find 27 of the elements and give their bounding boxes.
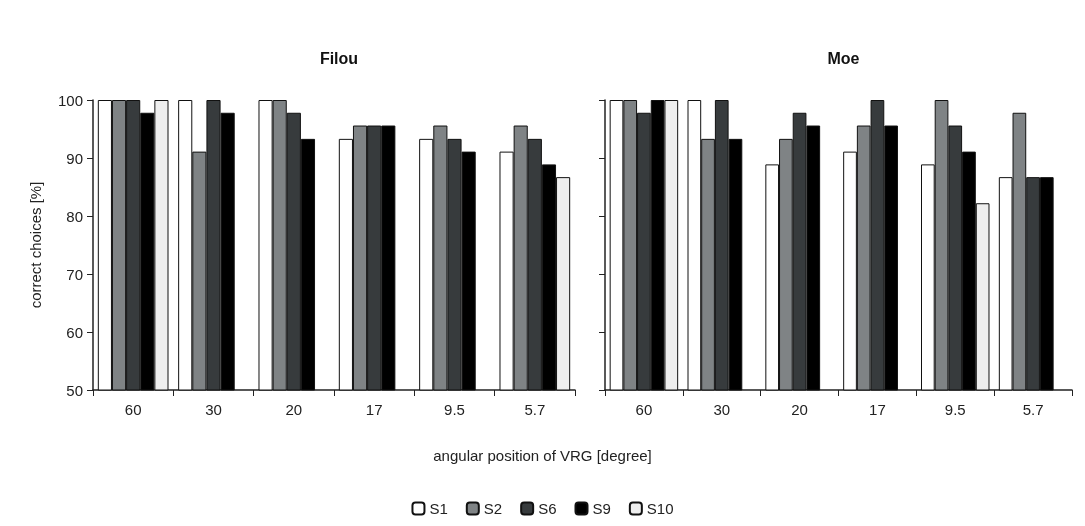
legend-label: S9 — [592, 500, 611, 517]
x-tick-label: 17 — [365, 401, 383, 418]
x-tick-label: 9.5 — [444, 401, 465, 418]
x-tick-label: 30 — [205, 401, 222, 418]
x-tick-label: 5.7 — [1022, 401, 1044, 418]
chart-title: Moe — [827, 49, 860, 67]
x-tick-label: 9.5 — [944, 401, 966, 418]
legend-label: S10 — [646, 500, 674, 517]
x-tick-label: 60 — [635, 401, 653, 418]
y-tick-label: 60 — [66, 323, 83, 341]
x-tick-label: 5.7 — [524, 401, 546, 418]
y-tick-label: 80 — [66, 207, 83, 225]
y-tick-label: 70 — [66, 265, 83, 283]
x-tick-label: 17 — [869, 401, 886, 418]
y-axis-title: correct choices [%] — [27, 181, 44, 309]
x-tick-label: 60 — [124, 401, 142, 418]
x-axis-title: angular position of VRG [degree] — [433, 447, 652, 464]
legend-label: S1 — [429, 500, 448, 517]
y-tick-label: 90 — [66, 149, 83, 167]
x-tick-label: 20 — [285, 401, 303, 418]
legend-label: S2 — [483, 500, 503, 517]
x-tick-label: 30 — [713, 401, 731, 418]
x-tick-label: 20 — [791, 401, 808, 418]
legend-label: S6 — [538, 500, 557, 517]
chart-title: Filou — [319, 49, 359, 67]
y-tick-label: 50 — [66, 381, 83, 399]
y-tick-label: 100 — [57, 91, 83, 109]
